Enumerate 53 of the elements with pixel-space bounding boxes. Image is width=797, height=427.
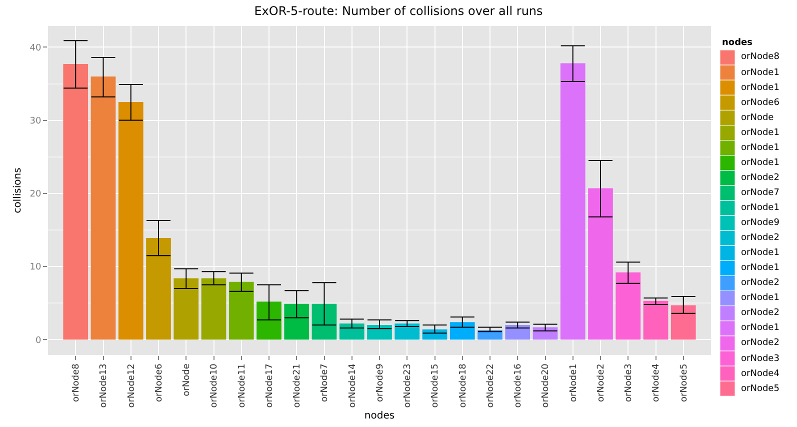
x-tick-label: orNode21 xyxy=(292,364,303,408)
y-tick-label: 40 xyxy=(30,43,42,54)
legend-label: orNode1 xyxy=(741,143,780,153)
legend-label: orNode1 xyxy=(741,263,780,273)
legend-label: orNode7 xyxy=(741,188,780,198)
legend-label: orNode1 xyxy=(741,203,780,213)
x-tick-label: orNode6 xyxy=(154,363,164,402)
legend-label: orNode1 xyxy=(741,293,780,303)
y-tick-label: 0 xyxy=(35,336,42,346)
legend-label: orNode1 xyxy=(741,83,780,93)
x-tick-label: orNode10 xyxy=(210,363,220,408)
y-axis-title: collisions xyxy=(12,168,24,214)
legend-label: orNode1 xyxy=(741,323,780,333)
legend-label: orNode1 xyxy=(741,248,780,258)
legend-label: orNode2 xyxy=(741,233,780,243)
chart-title: ExOR-5-route: Number of collisions over all runs xyxy=(254,4,543,18)
legend-title: nodes xyxy=(722,38,752,48)
x-tick-label: orNode2 xyxy=(596,364,606,402)
x-tick-label: orNode5 xyxy=(679,364,690,402)
x-tick-label: orNode14 xyxy=(348,363,358,408)
legend-label: orNode2 xyxy=(741,278,780,288)
x-tick-label: orNode xyxy=(182,363,192,396)
y-tick-label: 20 xyxy=(30,190,42,200)
x-tick-label: orNode16 xyxy=(514,363,524,408)
x-tick-label: orNode23 xyxy=(403,364,414,408)
x-tick-label: orNode22 xyxy=(486,364,496,408)
x-tick-label: orNode8 xyxy=(72,363,82,402)
x-tick-label: orNode12 xyxy=(126,364,137,408)
x-tick-label: orNode20 xyxy=(541,363,552,408)
x-tick-label: orNode11 xyxy=(237,364,248,408)
x-tick-label: orNode9 xyxy=(375,363,386,402)
legend-label: orNode9 xyxy=(741,218,780,228)
legend-label: orNode8 xyxy=(741,52,780,62)
x-tick-label: orNode7 xyxy=(320,364,330,402)
x-tick-label: orNode1 xyxy=(568,364,579,402)
legend-label: orNode1 xyxy=(741,158,780,168)
legend-label: orNode2 xyxy=(741,338,780,348)
legend-label: orNode1 xyxy=(741,128,780,138)
legend-label: orNode2 xyxy=(741,173,780,183)
legend-label: orNode3 xyxy=(741,354,780,364)
legend-label: orNode xyxy=(741,113,774,123)
x-tick-label: orNode17 xyxy=(264,364,275,408)
legend-label: orNode6 xyxy=(741,98,780,108)
x-tick-label: orNode15 xyxy=(430,364,441,408)
x-tick-label: orNode3 xyxy=(624,364,634,402)
y-tick-label: 10 xyxy=(30,262,42,273)
y-tick-label: 30 xyxy=(30,116,42,126)
x-tick-label: orNode4 xyxy=(652,363,662,402)
legend-label: orNode1 xyxy=(741,68,780,78)
x-axis-title: nodes xyxy=(364,410,395,422)
legend-label: orNode2 xyxy=(741,308,780,318)
x-tick-label: orNode13 xyxy=(99,364,110,408)
x-tick-label: orNode18 xyxy=(458,363,468,408)
